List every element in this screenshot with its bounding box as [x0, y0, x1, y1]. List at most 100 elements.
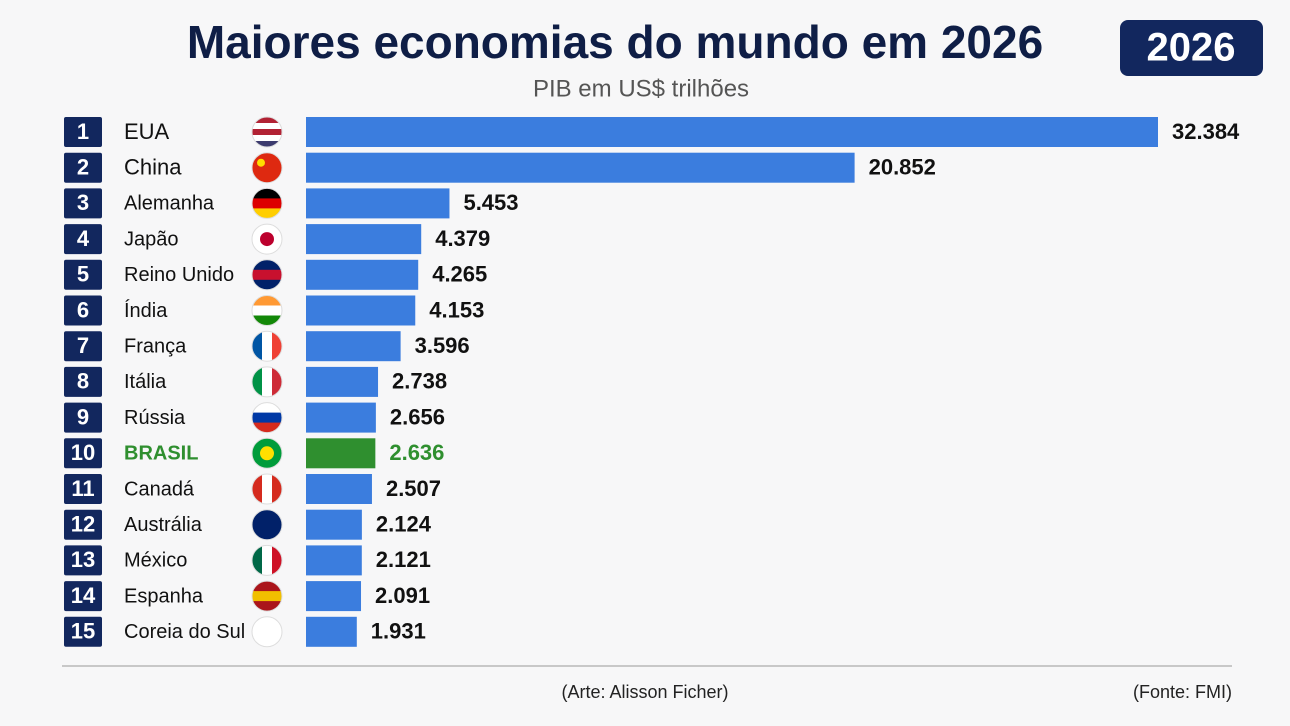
category-label: Japão: [124, 228, 179, 250]
category-label: Alemanha: [124, 193, 215, 215]
bar: [306, 331, 401, 362]
rank: 10: [71, 440, 95, 465]
rank-box: [64, 402, 102, 433]
flag-outline: [251, 152, 283, 184]
rank: 12: [71, 512, 95, 537]
flag-outline: [251, 544, 283, 576]
category-label: EUA: [124, 119, 170, 144]
value-label: 2.124: [376, 512, 432, 537]
badge-box: [1120, 20, 1263, 76]
value-label: 2.091: [375, 583, 430, 608]
value-label: 2.738: [392, 369, 447, 394]
rank: 14: [71, 583, 96, 608]
value-label: 2.656: [390, 404, 445, 429]
flag-stripe: [272, 331, 282, 362]
bar: [306, 616, 357, 647]
flag-stripe: [252, 591, 282, 602]
rank: 2: [77, 155, 89, 180]
flag-disc: [260, 446, 274, 461]
flag-stripe: [272, 474, 282, 504]
rank: 9: [77, 404, 89, 429]
value-label: 2.507: [386, 476, 441, 501]
rank-box: [64, 366, 102, 397]
rank-box: [64, 581, 102, 612]
category-label: Reino Unido: [124, 264, 234, 286]
flag-stripe: [252, 305, 282, 316]
flag-stripe: [252, 315, 282, 326]
credit: (Arte: Alisson Ficher): [561, 682, 728, 702]
rank-box: [64, 259, 102, 290]
category-label: China: [124, 155, 182, 180]
flag-stripe: [252, 259, 282, 271]
flag-outline: [251, 116, 283, 148]
rank: 6: [77, 297, 89, 322]
value-label: 2.121: [376, 547, 431, 572]
flag-stripe: [262, 331, 273, 362]
category-label: Rússia: [124, 407, 186, 429]
flag-outline: [251, 437, 283, 469]
bar: [306, 295, 416, 326]
flag-outline: [251, 330, 283, 362]
flag-stripe: [252, 616, 282, 647]
flag-disc: [260, 232, 274, 247]
value-label: 4.265: [432, 262, 487, 287]
rank-box: [64, 224, 102, 255]
category-label: França: [124, 335, 187, 357]
flag-stripe: [262, 545, 273, 576]
flag-outline: [251, 402, 283, 434]
flag-outline: [251, 473, 283, 505]
flag-stripe: [252, 509, 282, 540]
chart-subtitle: PIB em US$ trilhões: [533, 75, 749, 102]
bar: [306, 259, 419, 290]
rank-box: [64, 188, 102, 219]
flag-outline: [251, 616, 283, 648]
rank-box: [64, 438, 102, 469]
value-label: 4.379: [435, 226, 490, 251]
category-label: Coreia do Sul: [124, 621, 245, 643]
rank: 7: [77, 333, 89, 358]
value-label: 20.852: [869, 155, 936, 180]
flag-stripe: [252, 366, 263, 397]
category-label: Austrália: [124, 514, 203, 536]
flag-outline: [251, 223, 283, 255]
flag-stripe: [252, 279, 282, 290]
flag-stripe: [252, 474, 263, 504]
rank-box: [64, 117, 102, 147]
flag-star: [257, 158, 265, 167]
rank: 11: [71, 476, 94, 501]
bar: [306, 509, 362, 540]
flag-stripe: [252, 331, 263, 362]
bar: [306, 188, 450, 219]
rank: 3: [77, 190, 89, 215]
rank: 1: [77, 119, 89, 144]
flag-stripe: [252, 141, 282, 147]
flag-stripe: [252, 208, 282, 219]
bar: [306, 366, 379, 397]
bar: [306, 224, 422, 255]
category-label: Espanha: [124, 585, 204, 607]
flag-stripe: [252, 198, 282, 209]
rank-box: [64, 509, 102, 540]
category-label: México: [124, 550, 187, 572]
rank: 13: [71, 547, 95, 572]
flag-outline: [251, 187, 283, 219]
value-label: 4.153: [429, 297, 484, 322]
rank-box: [64, 152, 102, 183]
bar: [306, 581, 362, 612]
flag-outline: [251, 259, 283, 291]
category-label: Itália: [124, 371, 167, 393]
category-label: BRASIL: [124, 443, 198, 465]
flag-stripe: [252, 135, 282, 142]
value-label: 1.931: [371, 619, 426, 644]
flag-stripe: [252, 601, 282, 612]
flag-stripe: [252, 422, 282, 433]
value-label: 3.596: [415, 333, 470, 358]
flag-stripe: [252, 545, 263, 576]
rank: 5: [77, 262, 89, 287]
flag-stripe: [252, 412, 282, 424]
rank-box: [64, 331, 102, 362]
bar: [306, 117, 1158, 147]
bar: [306, 402, 376, 433]
rank: 4: [77, 226, 90, 251]
category-label: Canadá: [124, 478, 195, 500]
